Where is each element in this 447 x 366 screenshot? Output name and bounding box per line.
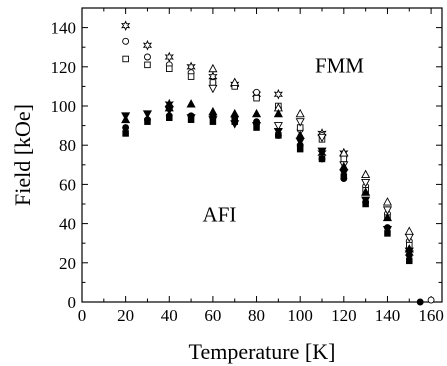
x-tick-label: 100 [287, 306, 313, 325]
region-label-fmm: FMM [315, 54, 364, 78]
data-point-square-filled [166, 114, 173, 122]
data-point-circle-filled [416, 298, 424, 306]
region-label-afi: AFI [203, 203, 237, 227]
data-point-triangle-down-open [208, 84, 218, 94]
data-point-star-open [121, 20, 131, 31]
data-point-triangle-down-filled [142, 110, 153, 119]
data-point-circle-filled [253, 118, 260, 126]
x-tick-label: 20 [117, 306, 134, 325]
x-axis-label: Temperature [K] [189, 339, 336, 364]
data-point-square-filled [122, 130, 129, 137]
data-point-triangle-up-filled [339, 161, 349, 171]
y-axis-label: Field [kOe] [10, 104, 35, 206]
data-point-triangle-down-open [273, 122, 283, 131]
data-point-circle-open [122, 37, 130, 45]
data-point-square-filled [406, 257, 413, 265]
data-point-triangle-up-open [230, 77, 240, 86]
data-point-triangle-up-filled [121, 114, 131, 124]
region-labels: FMM AFI [203, 54, 365, 227]
data-point-star-filled [317, 147, 327, 159]
data-point-square-filled [384, 230, 391, 237]
data-point-triangle-up-open [361, 169, 371, 179]
data-point-triangle-up-open [208, 63, 218, 73]
y-tick-label: 100 [51, 97, 77, 116]
y-tick-label: 0 [68, 293, 77, 312]
x-tick-label: 60 [204, 306, 221, 325]
data-point-star-filled [404, 247, 414, 259]
data-point-circle-open [253, 88, 260, 96]
data-point-square-filled [296, 145, 304, 153]
data-point-triangle-down-open [295, 118, 305, 127]
data-point-circle-filled [384, 224, 391, 231]
data-point-square-open [166, 65, 173, 73]
data-point-square-filled [231, 118, 238, 125]
y-tick-label: 60 [59, 175, 76, 194]
data-point-circle-open [427, 296, 435, 304]
data-point-triangle-up-open [295, 108, 305, 118]
x-tick-label: 40 [161, 306, 178, 325]
tick-labels: 0 20 40 60 80 100 120 140 160 0 20 40 60 80 100 120 140 [51, 19, 444, 325]
data-point-triangle-up-filled [361, 187, 371, 196]
y-tick-label: 20 [59, 254, 76, 273]
data-point-star-open [142, 39, 153, 51]
data-point-triangle-down-open [317, 133, 327, 143]
x-tick-label: 0 [78, 306, 87, 325]
data-point-triangle-up-filled [273, 108, 283, 118]
data-point-star-open [273, 88, 283, 100]
data-point-star-open [164, 51, 174, 63]
plot-frame [81, 7, 443, 303]
x-tick-label: 140 [375, 306, 401, 325]
data-point-triangle-down-open [404, 233, 414, 243]
data-point-triangle-up-filled [186, 99, 196, 108]
y-tick-label: 120 [51, 58, 77, 77]
data-point-square-filled [253, 124, 260, 131]
data-point-circle-filled [209, 112, 217, 120]
y-tick-label: 40 [59, 215, 76, 234]
data-point-circle-filled [122, 124, 130, 132]
data-point-square-filled [144, 118, 151, 125]
data-point-circle-open [144, 53, 151, 61]
data-point-triangle-up-filled [295, 130, 305, 139]
data-point-square-filled [275, 132, 282, 139]
data-point-square-filled [187, 116, 195, 123]
data-point-square-open [144, 61, 151, 69]
x-tick-label: 120 [331, 306, 357, 325]
y-tick-label: 140 [51, 19, 77, 38]
data-point-square-filled [209, 118, 217, 125]
data-point-triangle-down-open [382, 206, 393, 215]
data-point-triangle-up-filled [251, 108, 262, 118]
x-tick-label: 80 [248, 306, 265, 325]
data-point-square-open [187, 73, 195, 80]
data-point-triangle-up-filled [382, 212, 393, 222]
y-tick-label: 80 [59, 136, 76, 155]
data-point-square-filled [362, 200, 369, 208]
data-point-square-open [253, 94, 260, 102]
data-point-triangle-down-open [361, 178, 371, 188]
data-points [121, 20, 435, 306]
data-point-star-filled [164, 98, 174, 110]
tick-marks [81, 7, 442, 303]
data-point-square-open [340, 155, 348, 163]
data-point-triangle-up-open [404, 226, 414, 235]
x-tick-label: 160 [418, 306, 444, 325]
data-point-square-open [209, 79, 217, 86]
data-point-triangle-up-open [339, 148, 349, 157]
data-point-square-open [122, 55, 129, 63]
data-point-square-filled [340, 173, 348, 180]
data-point-triangle-up-open [382, 197, 393, 206]
